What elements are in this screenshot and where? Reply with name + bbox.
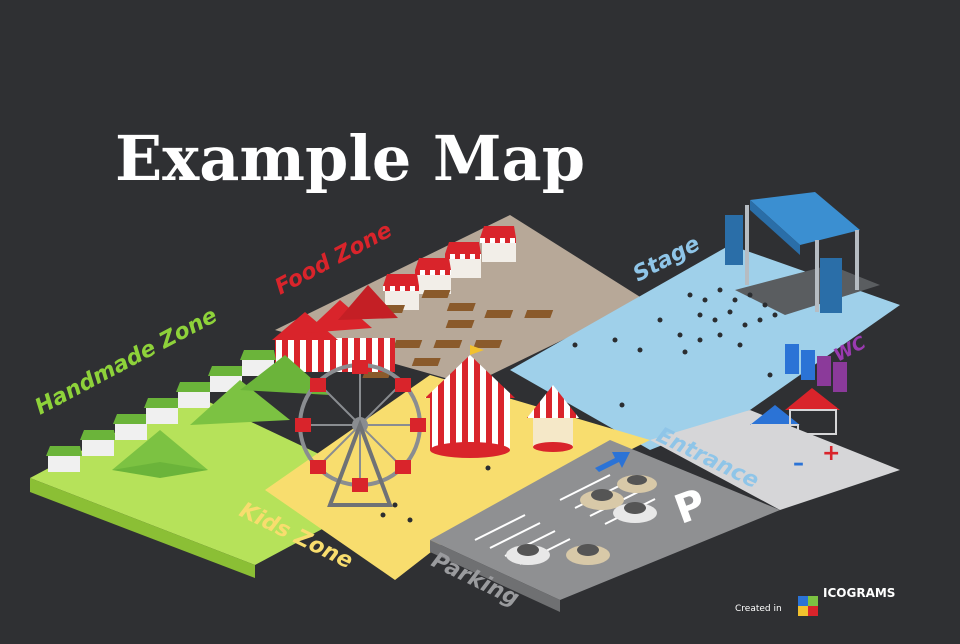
crowd xyxy=(380,287,778,523)
car xyxy=(617,475,657,493)
page-title: Example Map xyxy=(115,122,585,195)
icograms-logo-icon xyxy=(798,596,818,616)
entrance-arrow-icon xyxy=(595,452,630,472)
handmade-zone-edge xyxy=(30,478,255,578)
icograms-brand: ICOGRAMS xyxy=(823,586,895,600)
car xyxy=(580,489,624,510)
exit-dash-icon: – xyxy=(793,451,804,476)
first-aid-icon: + xyxy=(822,441,840,466)
wc-cabins xyxy=(785,344,847,392)
car xyxy=(506,544,550,565)
parking-cars xyxy=(506,475,657,565)
parking-zone-edge xyxy=(430,540,560,612)
handmade-stalls xyxy=(46,350,276,472)
carousel xyxy=(527,385,579,452)
stage-structure xyxy=(725,192,880,315)
circus-tent xyxy=(425,345,515,458)
entrance-zone-ground xyxy=(650,410,900,510)
ferris-wheel xyxy=(295,360,426,507)
handmade-big-tents xyxy=(112,355,330,478)
created-in-label: Created in xyxy=(735,604,782,614)
entrance-tents xyxy=(750,388,840,452)
food-stalls xyxy=(383,226,516,310)
car xyxy=(566,544,610,565)
car xyxy=(613,502,657,523)
